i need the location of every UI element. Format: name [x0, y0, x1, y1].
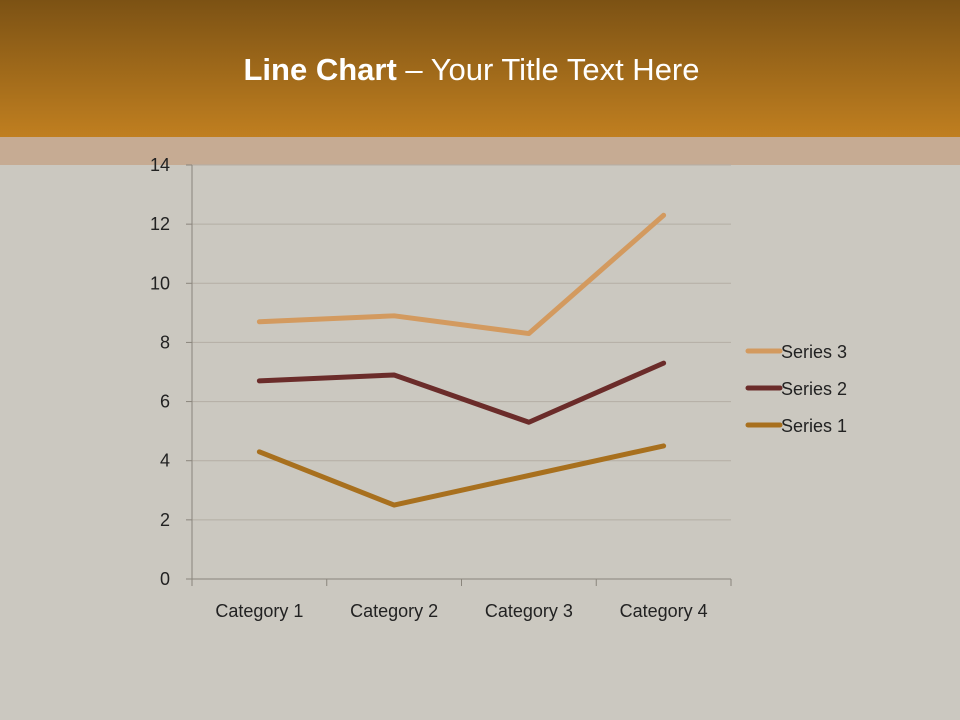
- y-tick-label: 4: [160, 451, 170, 471]
- series-line-2: [256, 360, 667, 425]
- title-band: [0, 137, 960, 165]
- legend-label: Series 1: [781, 416, 847, 436]
- y-tick-label: 6: [160, 392, 170, 412]
- legend-label: Series 2: [781, 379, 847, 399]
- y-tick-label: 0: [160, 569, 170, 589]
- y-tick-label: 8: [160, 332, 170, 352]
- series-line-3: [256, 212, 667, 337]
- y-tick-label: 2: [160, 510, 170, 530]
- title-bold: Line Chart: [243, 52, 397, 87]
- title-bar: [0, 0, 960, 137]
- title-rest: – Your Title Text Here: [396, 52, 700, 87]
- x-tick-label: Category 4: [620, 601, 708, 621]
- y-tick-label: 10: [150, 273, 170, 293]
- x-tick-label: Category 3: [485, 601, 573, 621]
- series-line-1: [256, 443, 667, 508]
- legend-label: Series 3: [781, 342, 847, 362]
- x-tick-label: Category 1: [215, 601, 303, 621]
- slide-title: Line Chart – Your Title Text Here: [0, 52, 943, 88]
- x-tick-label: Category 2: [350, 601, 438, 621]
- y-tick-label: 12: [150, 214, 170, 234]
- y-tick-label: 14: [150, 155, 170, 175]
